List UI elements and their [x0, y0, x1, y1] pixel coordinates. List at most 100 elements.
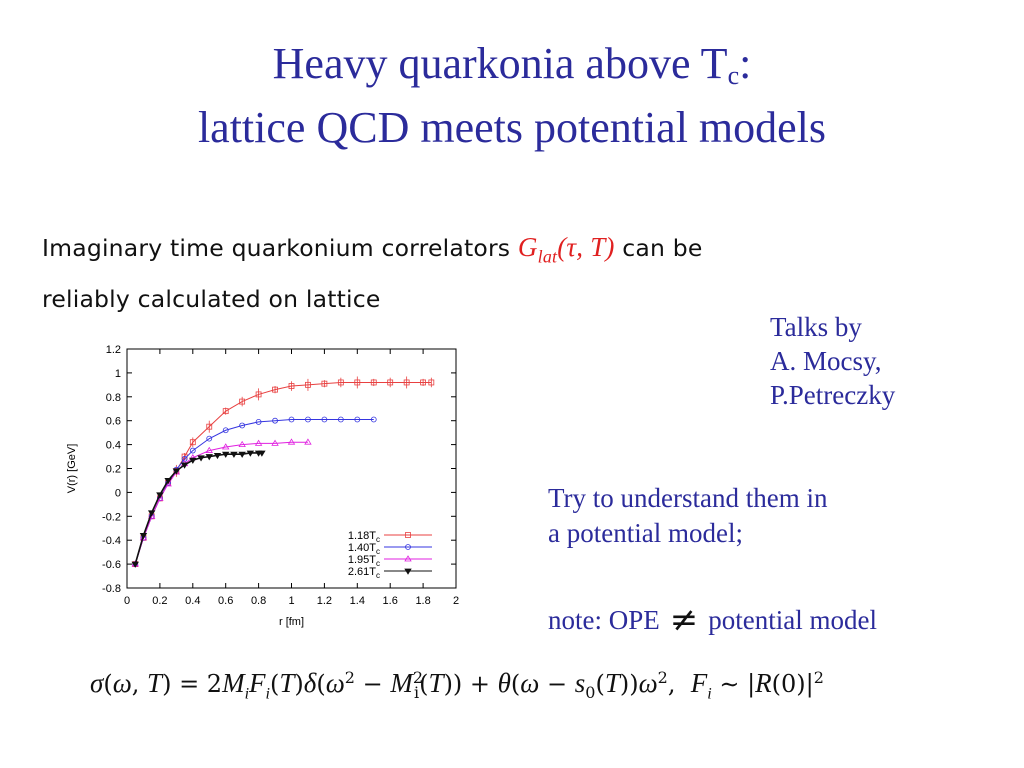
- y-tick-label: 1: [115, 368, 121, 380]
- data-point: [238, 440, 246, 447]
- title-subscript: c: [727, 61, 740, 90]
- data-point: [272, 417, 278, 424]
- data-point: [205, 446, 213, 453]
- data-point: [288, 383, 295, 389]
- try-line1: Try to understand them in: [548, 483, 828, 513]
- data-point: [354, 416, 361, 423]
- legend-label: 1.18Tc: [348, 530, 380, 544]
- try-text: Try to understand them in a potential mo…: [548, 481, 828, 551]
- data-point: [180, 462, 189, 469]
- data-point: [370, 416, 377, 423]
- glat-sub: lat: [537, 246, 558, 267]
- data-point: [205, 454, 213, 461]
- title-text-a: Heavy quarkonia above T: [272, 39, 728, 88]
- y-tick-label: 0.8: [106, 392, 121, 404]
- data-point: [305, 416, 311, 423]
- data-point: [239, 422, 246, 429]
- x-tick-label: 0.8: [251, 595, 266, 607]
- spectral-function-formula: σ(ω, T) = 2MiFi(T)δ(ω2 − M2i(T)) + θ(ω −…: [90, 668, 824, 703]
- data-point: [321, 380, 328, 387]
- y-tick-label: 1.2: [106, 344, 121, 356]
- x-tick-label: 0.6: [218, 595, 233, 607]
- data-point: [428, 379, 435, 386]
- data-point: [222, 427, 229, 434]
- data-point: [305, 381, 311, 388]
- data-point: [189, 447, 196, 454]
- data-point: [172, 468, 181, 475]
- data-point: [404, 555, 412, 562]
- slide-title: Heavy quarkonia above Tc: lattice QCD me…: [0, 38, 1024, 154]
- data-point: [354, 379, 361, 386]
- y-tick-label: 0.2: [106, 464, 121, 476]
- data-point: [206, 435, 213, 442]
- intro-line2: reliably calculated on lattice: [42, 285, 381, 314]
- legend-label: 1.40Tc: [348, 542, 380, 556]
- glat-g: G: [517, 232, 538, 262]
- data-point: [221, 451, 230, 458]
- y-tick-label: -0.6: [102, 559, 121, 571]
- try-line2: a potential model;: [548, 518, 743, 548]
- data-point: [197, 455, 205, 462]
- data-point: [255, 391, 262, 398]
- data-point: [272, 386, 278, 393]
- x-tick-label: 1: [288, 595, 294, 607]
- talks-line3: P.Petreczky: [770, 380, 896, 410]
- data-point: [420, 379, 427, 386]
- glat-args: (τ, T): [557, 232, 615, 262]
- data-point: [403, 379, 410, 386]
- data-point: [370, 379, 377, 386]
- legend-label: 2.61Tc: [348, 566, 380, 580]
- x-tick-label: 0.4: [185, 595, 200, 607]
- data-point: [206, 423, 213, 430]
- data-point: [271, 439, 279, 446]
- data-point: [213, 452, 222, 460]
- data-point: [337, 379, 344, 386]
- x-axis-label: r [fm]: [279, 616, 304, 628]
- title-colon: :: [739, 39, 752, 88]
- data-point: [405, 544, 411, 550]
- potential-chart: 0 0.2 0.4 0.6 0.8 1 1.2 1.4 1.6 1.8 2 -0.8 -0.6 -0.4 -…: [66, 344, 459, 628]
- data-point: [254, 439, 263, 446]
- data-point: [222, 408, 229, 415]
- legend-label: 1.95Tc: [348, 554, 380, 568]
- talks-box: Talks by A. Mocsy, P.Petreczky: [770, 310, 895, 412]
- data-point: [387, 379, 394, 386]
- y-axis-label: V(r) [GeV]: [66, 444, 78, 494]
- data-point: [287, 438, 296, 445]
- intro-text-a: Imaginary time quarkonium correlators: [42, 234, 518, 262]
- data-point: [404, 568, 412, 575]
- y-tick-label: 0.4: [106, 440, 121, 452]
- x-tick-label: 1.6: [383, 595, 398, 607]
- data-point: [246, 450, 255, 457]
- glat-symbol: Glat(τ, T): [517, 232, 615, 266]
- series-line: [134, 381, 432, 565]
- y-tick-label: -0.4: [102, 535, 121, 547]
- x-tick-label: 1.8: [415, 595, 430, 607]
- series-line: [134, 441, 308, 565]
- title-line2: lattice QCD meets potential models: [197, 103, 827, 152]
- y-tick-label: 0: [115, 487, 121, 499]
- data-point: [304, 438, 312, 445]
- note-text-b: potential model: [708, 605, 877, 635]
- data-point: [255, 418, 262, 425]
- data-point: [139, 533, 148, 540]
- data-point: [147, 510, 156, 517]
- data-point: [131, 561, 139, 568]
- note-text: note: OPE ≠ potential model: [548, 603, 877, 638]
- x-tick-label: 1.2: [317, 595, 332, 607]
- data-point: [337, 416, 344, 423]
- data-point: [221, 443, 230, 450]
- x-tick-label: 2: [453, 595, 459, 607]
- x-tick-label: 0.2: [152, 595, 167, 607]
- intro-text-b: can be: [614, 234, 703, 262]
- intro-text: Imaginary time quarkonium correlators Gl…: [42, 226, 942, 321]
- y-tick-label: -0.8: [102, 583, 121, 595]
- y-tick-label: -0.2: [102, 511, 121, 523]
- series-line: [134, 452, 262, 565]
- data-point: [189, 457, 197, 464]
- data-point: [139, 534, 148, 541]
- title-line1: Heavy quarkonia above Tc:: [272, 39, 752, 90]
- data-point: [288, 416, 295, 423]
- x-tick-label: 0: [124, 595, 130, 607]
- talks-line2: A. Mocsy,: [770, 346, 882, 376]
